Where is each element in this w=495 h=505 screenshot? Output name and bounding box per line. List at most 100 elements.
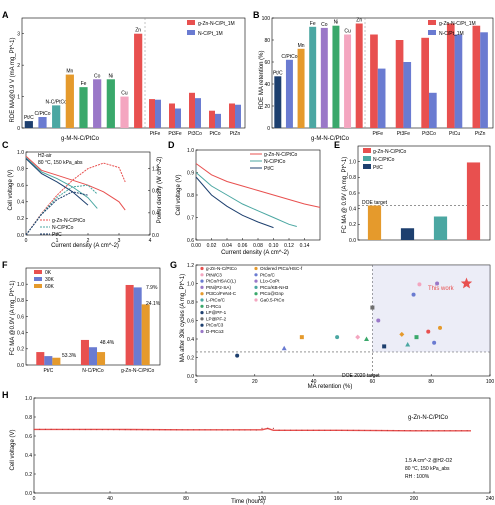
panel-a-bar-0 — [24, 121, 33, 128]
panel-g-ytick-label-3: 0.6 — [187, 318, 194, 324]
panel-g-legend-left-2: PtCo/HSAC(L) — [206, 279, 236, 284]
panel-g-letter: G — [170, 260, 177, 270]
panel-h-point-222 — [455, 430, 457, 432]
panel-a-bar-2 — [52, 105, 61, 128]
panel-h-xtick-label-1: 40 — [107, 496, 113, 502]
panel-h-ytick-label-0: 0.0 — [25, 491, 32, 497]
panel-f-bar-0-2 — [52, 357, 61, 365]
panel-g-legend-right-marker-0 — [254, 266, 258, 271]
panel-a-bar-label-7: Cu — [121, 91, 128, 97]
panel-f-legend-2: 30K — [45, 277, 55, 283]
panel-e-legend-swatch-1 — [363, 148, 371, 153]
panel-c-xtick-label-0: 0 — [25, 238, 28, 244]
panel-c-xtick-label-1: 1 — [56, 238, 59, 244]
panel-h-point-60 — [147, 429, 149, 431]
panel-e-letter: E — [334, 140, 340, 150]
panel-h-point-195 — [403, 429, 406, 432]
panel-d-ytick-label-1: 0.7 — [187, 215, 194, 221]
panel-c-voltage-line-0 — [25, 155, 126, 211]
panel-d-ylabel: Cell voltage (V) — [176, 174, 182, 215]
panel-b-ytick-label-4: 80 — [264, 38, 270, 44]
panel-a-frame — [21, 17, 246, 129]
panel-f-bar-0-0 — [36, 352, 45, 365]
panel-h-letter: H — [2, 390, 9, 400]
panel-h-point-105 — [232, 429, 235, 431]
panel-g-point-16 — [281, 345, 287, 351]
panel-d-xtick-label-1: 0.02 — [207, 243, 217, 249]
panel-f-bar-2-1 — [133, 287, 142, 365]
panel-e-bar-2 — [433, 216, 448, 240]
panel-h-point-48 — [124, 429, 126, 431]
panel-f-annot-4: 24.1% — [146, 301, 161, 307]
panel-e-ytick-label-0: 0.0 — [349, 238, 356, 244]
panel-d-frame — [195, 149, 321, 241]
panel-a-group-label: g-M-N-C/PtCo — [61, 136, 100, 142]
panel-b-ytick-label-3: 60 — [264, 60, 270, 66]
panel-h-point-84 — [193, 429, 195, 431]
panel-a-category-label-4: PtZn — [230, 131, 241, 137]
panel-g-legend-left-marker-3 — [200, 285, 204, 289]
panel-c-ylabel: Cell voltage (V) — [8, 169, 14, 210]
panel-c-ytick-label-5: 1.0 — [17, 150, 24, 156]
panel-g-target-region — [372, 265, 490, 352]
panel-f-ytick-label-0: 0.0 — [17, 363, 24, 369]
panel-g-legend-right-3: PtCo/KB-NH3 — [260, 285, 289, 290]
panel-h-point-87 — [198, 429, 200, 431]
panel-h-point-51 — [130, 429, 132, 431]
panel-c-y2tick-label-0: 0.0 — [152, 233, 159, 239]
panel-h-point-141 — [301, 429, 303, 431]
panel-b-category-label-4: PtZn — [475, 131, 486, 137]
panel-h-ytick-label-4: 0.8 — [25, 415, 32, 421]
panel-g-legend-right-4: PtCo@Gnp — [260, 291, 284, 296]
panel-a-bar-8 — [134, 33, 143, 128]
panel-e-legend-2: N-C/PtCo — [373, 157, 395, 163]
panel-h-point-75 — [175, 429, 178, 431]
panel-g-legend-right-marker-2 — [254, 279, 258, 283]
panel-a-ytick-label-0: 0 — [17, 126, 20, 132]
panel-c-xtick-label-2: 2 — [87, 238, 90, 244]
panel-g-legend-right-marker-1 — [254, 273, 258, 277]
panel-a-group-bar-3-0 — [209, 110, 215, 128]
panel-h-xtick-label-6: 240 — [486, 496, 495, 502]
panel-h-xtick-label-2: 80 — [183, 496, 189, 502]
panel-b-group-bar-4-0 — [472, 25, 481, 129]
panel-h-line — [34, 427, 471, 432]
panel-a-bar-label-4: Fe — [81, 81, 87, 87]
panel-h-point-24 — [79, 428, 81, 431]
panel-d-ytick-label-3: 0.9 — [187, 170, 194, 176]
panel-h-xlabel: Time (hours) — [231, 499, 265, 505]
panel-c-ytick-label-3: 0.6 — [17, 183, 24, 189]
panel-h-xtick-label-0: 0 — [33, 496, 36, 502]
panel-b-ytick-label-5: 100 — [262, 16, 271, 22]
panel-d-legend-1: g-Zn-N-C/PtCo — [264, 152, 298, 158]
panel-d-xtick-label-7: 0.14 — [300, 243, 310, 249]
panel-g-point-18 — [411, 292, 416, 297]
panel-h-point-117 — [255, 429, 257, 431]
panel-d-line-1 — [195, 172, 297, 227]
panel-h-point-63 — [153, 429, 155, 431]
panel-h-point-111 — [244, 429, 246, 431]
panel-e-legend-swatch-3 — [363, 164, 371, 169]
panel-b-bar-3 — [309, 26, 317, 128]
panel-b-bar-label-0: Pt/C — [273, 70, 283, 76]
panel-a-legend-2: N-C/Pt_1M — [198, 31, 223, 37]
panel-g-point-12 — [364, 336, 370, 341]
panel-c-ytick-label-2: 0.4 — [17, 200, 24, 206]
panel-h-point-162 — [341, 429, 343, 431]
panel-g-legend-left-10: D-PtCo3 — [206, 329, 224, 334]
panel-b-legend-2: N-C/Pt_1M — [439, 31, 464, 37]
panel-a-bar-5 — [93, 79, 102, 128]
panel-c-xtick-label-3: 3 — [118, 238, 121, 244]
panel-h-point-33 — [96, 428, 98, 431]
panel-d-xtick-label-3: 0.06 — [238, 243, 248, 249]
panel-b-group-bar-3-0 — [446, 23, 455, 128]
panel-d-line-0 — [195, 163, 321, 208]
panel-c-ytick-label-1: 0.2 — [17, 216, 24, 222]
panel-g-point-2 — [435, 281, 440, 286]
panel-b-group-bar-0-0 — [370, 34, 378, 128]
panel-b-bar-6 — [344, 34, 352, 128]
panel-g-point-13 — [355, 334, 361, 340]
panel-a-group-bar-4-0 — [229, 103, 235, 128]
panel-h-point-165 — [346, 429, 349, 431]
